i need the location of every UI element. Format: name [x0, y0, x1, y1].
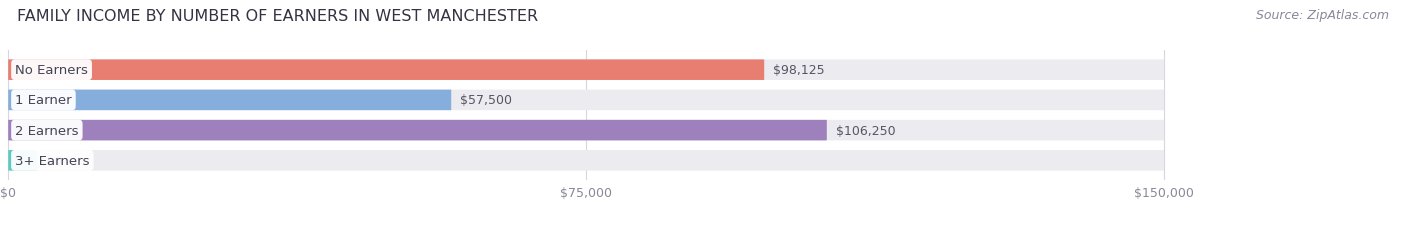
FancyBboxPatch shape — [8, 60, 765, 81]
Text: FAMILY INCOME BY NUMBER OF EARNERS IN WEST MANCHESTER: FAMILY INCOME BY NUMBER OF EARNERS IN WE… — [17, 9, 538, 24]
Text: No Earners: No Earners — [15, 64, 89, 77]
Text: 2 Earners: 2 Earners — [15, 124, 79, 137]
Text: $98,125: $98,125 — [773, 64, 825, 77]
Text: Source: ZipAtlas.com: Source: ZipAtlas.com — [1256, 9, 1389, 22]
FancyBboxPatch shape — [8, 90, 451, 111]
FancyBboxPatch shape — [8, 60, 1164, 81]
Text: 1 Earner: 1 Earner — [15, 94, 72, 107]
FancyBboxPatch shape — [8, 150, 1164, 171]
FancyBboxPatch shape — [8, 150, 37, 171]
Text: $106,250: $106,250 — [837, 124, 896, 137]
FancyBboxPatch shape — [8, 120, 827, 141]
Text: $57,500: $57,500 — [460, 94, 512, 107]
Text: $0: $0 — [46, 154, 62, 167]
Text: 3+ Earners: 3+ Earners — [15, 154, 90, 167]
FancyBboxPatch shape — [8, 90, 1164, 111]
FancyBboxPatch shape — [8, 120, 1164, 141]
